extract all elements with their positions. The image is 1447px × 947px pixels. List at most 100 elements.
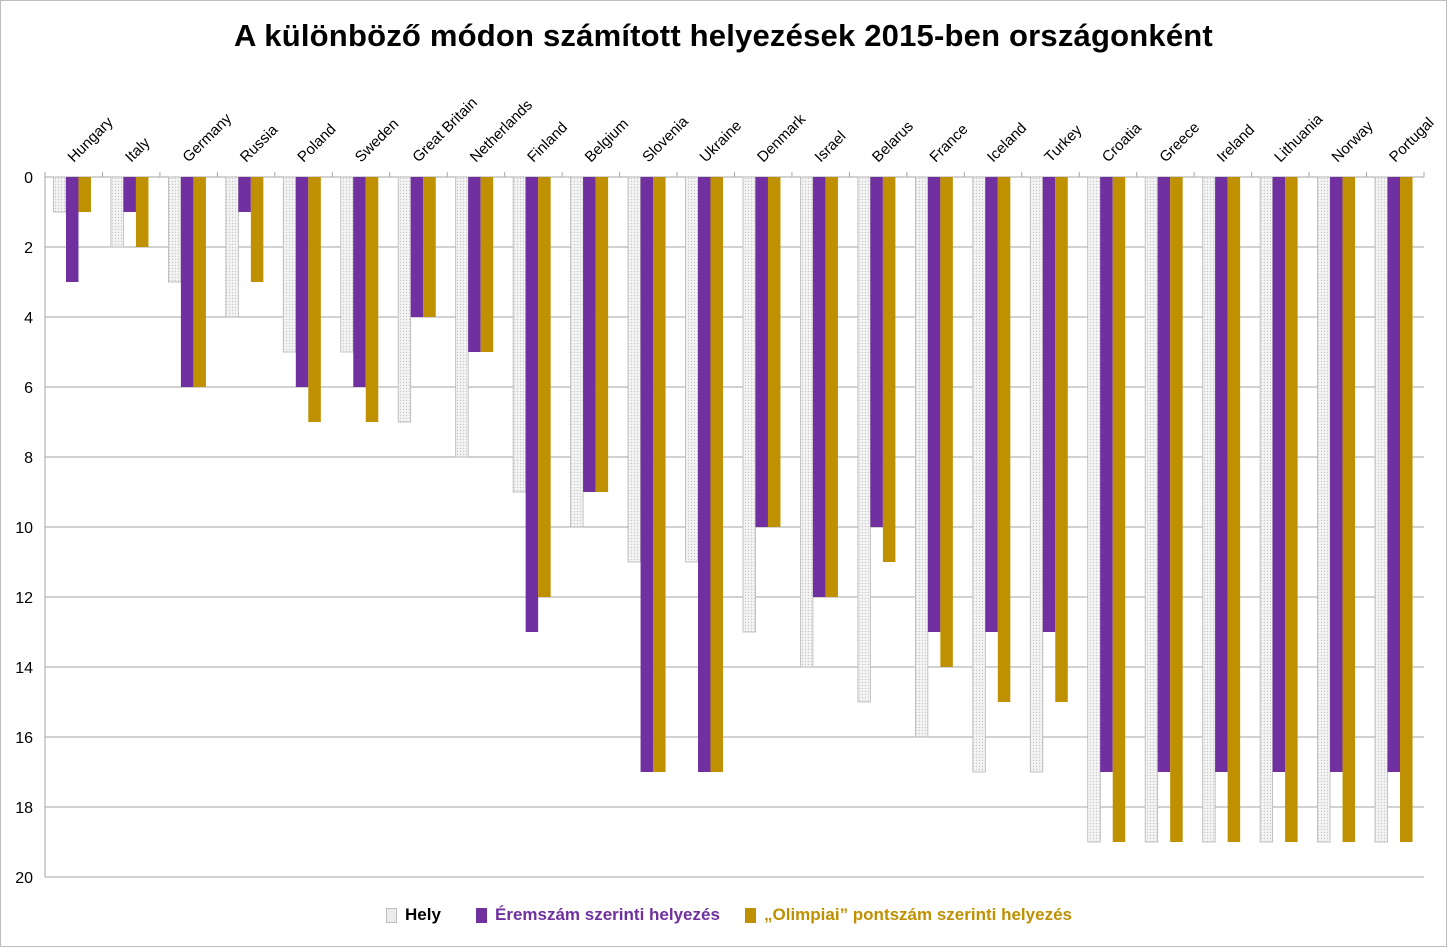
legend: Hely Éremszám szerinti helyezés „Olimpia… (0, 905, 1447, 929)
bar-hely (627, 176, 641, 563)
legend-swatch-hely (386, 907, 397, 923)
legend-item-hely: Hely (386, 905, 441, 925)
bar-eremszam (640, 177, 654, 772)
bar-olimpiai (882, 177, 896, 562)
legend-item-eremszam: Éremszám szerinti helyezés (476, 905, 720, 925)
bar-hely (1374, 176, 1388, 843)
bar-hely (512, 176, 527, 493)
bar-hely (972, 176, 986, 773)
x-tick-label: Denmark (754, 110, 809, 165)
bar-olimpiai (308, 177, 321, 422)
bar-eremszam (698, 177, 711, 772)
x-tick-label: Hungary (65, 113, 117, 165)
x-tick-label: Portugal (1386, 114, 1438, 166)
bar-olimpiai (1400, 177, 1413, 842)
x-tick-label: France (926, 121, 971, 166)
y-tick-label: 4 (24, 310, 33, 327)
bar-hely (914, 176, 929, 738)
bar-eremszam (1157, 177, 1171, 772)
x-tick-label: Lithuania (1271, 110, 1327, 166)
bar-olimpiai (1112, 177, 1126, 842)
bar-eremszam (525, 177, 539, 632)
x-tick-label: Belarus (869, 118, 917, 166)
bar-hely (570, 176, 584, 528)
x-tick-label: Russia (237, 121, 282, 166)
bar-eremszam (410, 177, 424, 317)
bar-eremszam (1215, 177, 1228, 772)
bar-hely (800, 176, 814, 668)
x-tick-label: Sweden (352, 115, 402, 165)
x-tick-label: Greece (1156, 119, 1203, 166)
bar-eremszam (1387, 177, 1401, 772)
bar-eremszam (1330, 177, 1343, 772)
y-tick-label: 18 (15, 800, 33, 817)
bar-hely (1087, 176, 1101, 843)
y-tick-label: 8 (24, 450, 33, 467)
bar-olimpiai (1342, 177, 1356, 842)
bar-olimpiai (480, 177, 494, 352)
legend-label-hely: Hely (405, 905, 441, 924)
bar-hely (53, 176, 67, 213)
bar-eremszam (1042, 177, 1056, 632)
bar-olimpiai (1170, 177, 1183, 842)
bar-hely (110, 176, 124, 248)
bar-eremszam (755, 177, 768, 527)
legend-label-olimpiai: „Olimpiai” pontszám szerinti helyezés (764, 905, 1072, 924)
bar-hely (1259, 176, 1274, 843)
bar-eremszam (468, 177, 481, 352)
y-tick-label: 0 (24, 170, 33, 187)
bar-eremszam (927, 177, 941, 632)
bar-olimpiai (653, 177, 666, 772)
bar-hely (167, 176, 182, 283)
bar-eremszam (180, 177, 194, 387)
bar-olimpiai (250, 177, 264, 282)
bar-hely (857, 176, 871, 703)
bar-hely (397, 176, 412, 423)
x-tick-label: Croatia (1099, 119, 1146, 166)
bar-olimpiai (78, 177, 91, 212)
legend-swatch-eremszam (476, 907, 487, 923)
legend-swatch-olimpiai (745, 907, 756, 923)
bar-hely (1029, 176, 1044, 773)
bar-olimpiai (825, 177, 838, 597)
bar-hely (340, 176, 354, 353)
bar-eremszam (65, 177, 79, 282)
chart-title: A különböző módon számított helyezések 2… (234, 18, 1213, 53)
bar-olimpiai (767, 177, 781, 527)
x-tick-label: Belgium (582, 115, 632, 165)
bar-eremszam (985, 177, 998, 632)
bar-olimpiai (423, 177, 436, 317)
bar-hely (282, 176, 297, 353)
x-tick-label: Finland (524, 119, 571, 166)
x-tick-label: Ukraine (697, 117, 746, 166)
bar-eremszam (583, 177, 596, 492)
bar-hely (455, 176, 469, 458)
bar-hely (225, 176, 239, 318)
y-tick-label: 14 (15, 660, 33, 677)
bar-eremszam (123, 177, 136, 212)
bar-olimpiai (1285, 177, 1298, 842)
bar-hely (1144, 176, 1159, 843)
bar-eremszam (1100, 177, 1113, 772)
bar-olimpiai (595, 177, 609, 492)
y-tick-label: 12 (15, 590, 33, 607)
bar-eremszam (238, 177, 251, 212)
bar-olimpiai (193, 177, 206, 387)
y-tick-label: 10 (15, 520, 33, 537)
bar-olimpiai (997, 177, 1011, 702)
bar-hely (1317, 176, 1331, 843)
x-tick-label: Israel (811, 128, 849, 166)
bar-hely (1202, 176, 1216, 843)
x-tick-label: Italy (122, 134, 154, 166)
bar-eremszam (295, 177, 309, 387)
bar-hely (742, 176, 756, 633)
y-tick-label: 16 (15, 730, 33, 747)
x-tick-label: Turkey (1041, 121, 1085, 165)
x-tick-label: Germany (179, 110, 235, 166)
x-tick-label: Iceland (984, 120, 1030, 166)
y-tick-label: 6 (24, 380, 33, 397)
legend-label-eremszam: Éremszám szerinti helyezés (495, 905, 720, 924)
x-tick-label: Slovenia (639, 113, 692, 166)
bar-olimpiai (538, 177, 551, 597)
